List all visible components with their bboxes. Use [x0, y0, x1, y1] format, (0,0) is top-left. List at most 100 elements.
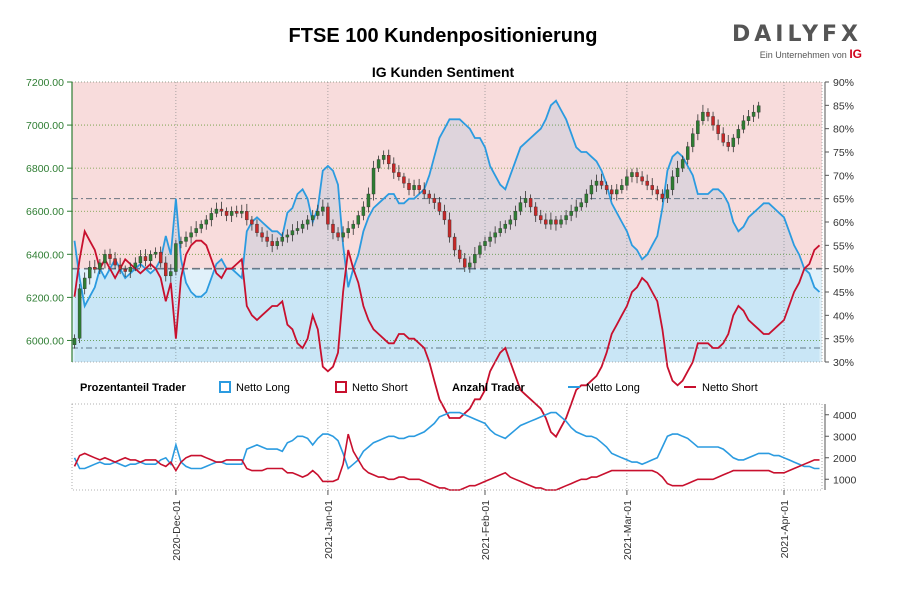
- price-candle: [751, 111, 756, 117]
- share-tick-label: 35%: [833, 334, 854, 346]
- price-candle: [503, 223, 507, 229]
- price-tick-label: 6800.00: [26, 163, 64, 175]
- price-candle: [599, 180, 604, 186]
- share-tick-label: 45%: [833, 287, 854, 299]
- price-candle: [123, 269, 127, 272]
- price-candle: [635, 172, 639, 177]
- count-tick-label: 1000: [833, 474, 857, 486]
- legend-count-short-label: Netto Short: [702, 382, 758, 394]
- price-candle: [660, 193, 665, 199]
- price-candle: [245, 211, 249, 221]
- price-candle: [478, 245, 482, 255]
- price-candle: [310, 215, 315, 221]
- price-candle: [387, 155, 391, 165]
- price-candle: [331, 223, 335, 233]
- price-candle: [726, 142, 730, 147]
- price-candle: [701, 111, 705, 121]
- long-share-area: [74, 100, 820, 362]
- price-candle: [523, 198, 528, 203]
- price-candle: [640, 176, 644, 182]
- price-candle: [508, 219, 513, 225]
- price-candle: [452, 236, 457, 251]
- price-candle: [604, 185, 609, 190]
- price-candle: [473, 254, 477, 264]
- price-tick-label: 6200.00: [26, 292, 64, 304]
- chart-title: FTSE 100 Kundenpositionierung: [289, 25, 598, 47]
- dailyfx-logo: DAILYFX Ein Unternehmen von IG: [732, 22, 862, 61]
- price-candle: [665, 189, 670, 199]
- price-candle: [432, 198, 437, 203]
- legend-share-label: Prozentanteil Trader: [80, 382, 186, 394]
- price-candle: [118, 264, 122, 270]
- legend-share-long-label: Netto Long: [236, 382, 290, 394]
- price-candle: [153, 251, 158, 255]
- price-candle: [133, 262, 138, 268]
- price-candle: [229, 211, 234, 216]
- price-candle: [544, 219, 548, 225]
- price-candle: [77, 288, 82, 339]
- price-candle: [528, 198, 533, 208]
- price-candle: [513, 211, 518, 221]
- price-candle: [549, 219, 553, 225]
- price-candle: [219, 208, 224, 212]
- price-candle: [680, 159, 685, 169]
- price-candle: [179, 241, 183, 244]
- price-candle: [675, 167, 680, 177]
- price-candle: [356, 215, 361, 225]
- legend-share-short-label: Netto Short: [352, 382, 408, 394]
- date-tick-label: 2021-Mar-01: [622, 500, 634, 560]
- price-candle: [290, 230, 295, 236]
- price-candle: [615, 189, 619, 195]
- price-candle: [463, 258, 467, 268]
- price-candle: [721, 133, 725, 143]
- price-candle: [214, 208, 219, 214]
- date-tick-label: 2021-Apr-01: [779, 500, 791, 559]
- price-candle: [417, 185, 421, 190]
- share-tick-label: 80%: [833, 124, 854, 136]
- price-candle: [204, 219, 209, 225]
- price-candle: [270, 241, 274, 246]
- price-candle: [620, 185, 624, 190]
- price-candle: [169, 271, 173, 277]
- price-candle: [731, 137, 736, 147]
- price-candle: [442, 211, 447, 221]
- price-candle: [655, 189, 660, 195]
- legend: Prozentanteil Trader Netto Long Netto Sh…: [80, 381, 758, 394]
- price-candle: [184, 236, 188, 242]
- price-candle: [554, 219, 558, 225]
- price-candle: [584, 193, 589, 203]
- price-candle: [113, 258, 117, 266]
- net-short-count-line: [73, 433, 820, 491]
- price-candle: [234, 211, 239, 214]
- price-candle: [341, 232, 345, 238]
- price-candle: [483, 241, 487, 246]
- price-sentiment-panel: 6000.00 6200.00 6400.00 6600.00 6800.00 7000.…: [26, 77, 854, 439]
- price-candle: [72, 338, 77, 345]
- price-candle: [103, 254, 107, 264]
- share-tick-label: 40%: [833, 310, 854, 322]
- price-candle: [275, 241, 279, 246]
- price-candle: [366, 193, 371, 208]
- price-candle: [609, 189, 614, 195]
- net-long-count-line: [73, 411, 820, 470]
- price-candle: [736, 129, 741, 139]
- price-candle: [741, 120, 746, 130]
- price-candle: [518, 202, 523, 212]
- logo-tagline: Ein Unternehmen von IG: [732, 47, 862, 61]
- price-candle: [199, 223, 203, 229]
- price-candle: [468, 262, 472, 268]
- price-candle: [650, 185, 654, 190]
- price-candle: [209, 213, 214, 221]
- share-tick-label: 70%: [833, 170, 854, 182]
- logo-sub-text: Ein Unternehmen von: [759, 50, 847, 60]
- count-tick-label: 3000: [833, 431, 857, 443]
- price-candle: [138, 256, 143, 264]
- share-tick-label: 50%: [833, 264, 854, 276]
- price-candle: [164, 262, 168, 277]
- price-candle: [670, 176, 675, 190]
- price-candle: [437, 202, 442, 212]
- price-candle: [88, 267, 92, 279]
- share-tick-label: 85%: [833, 100, 854, 112]
- price-candle: [447, 219, 452, 238]
